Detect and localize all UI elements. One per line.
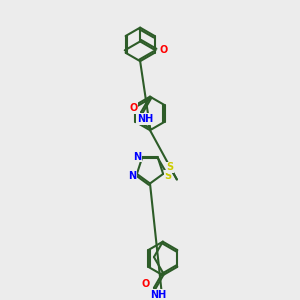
Text: O: O bbox=[129, 103, 137, 113]
Text: O: O bbox=[142, 279, 150, 289]
Text: NH: NH bbox=[137, 114, 153, 124]
Text: O: O bbox=[159, 45, 167, 55]
Text: N: N bbox=[128, 171, 136, 181]
Text: S: S bbox=[167, 163, 173, 172]
Text: NH: NH bbox=[150, 290, 166, 300]
Text: S: S bbox=[164, 171, 172, 181]
Text: N: N bbox=[133, 152, 141, 161]
